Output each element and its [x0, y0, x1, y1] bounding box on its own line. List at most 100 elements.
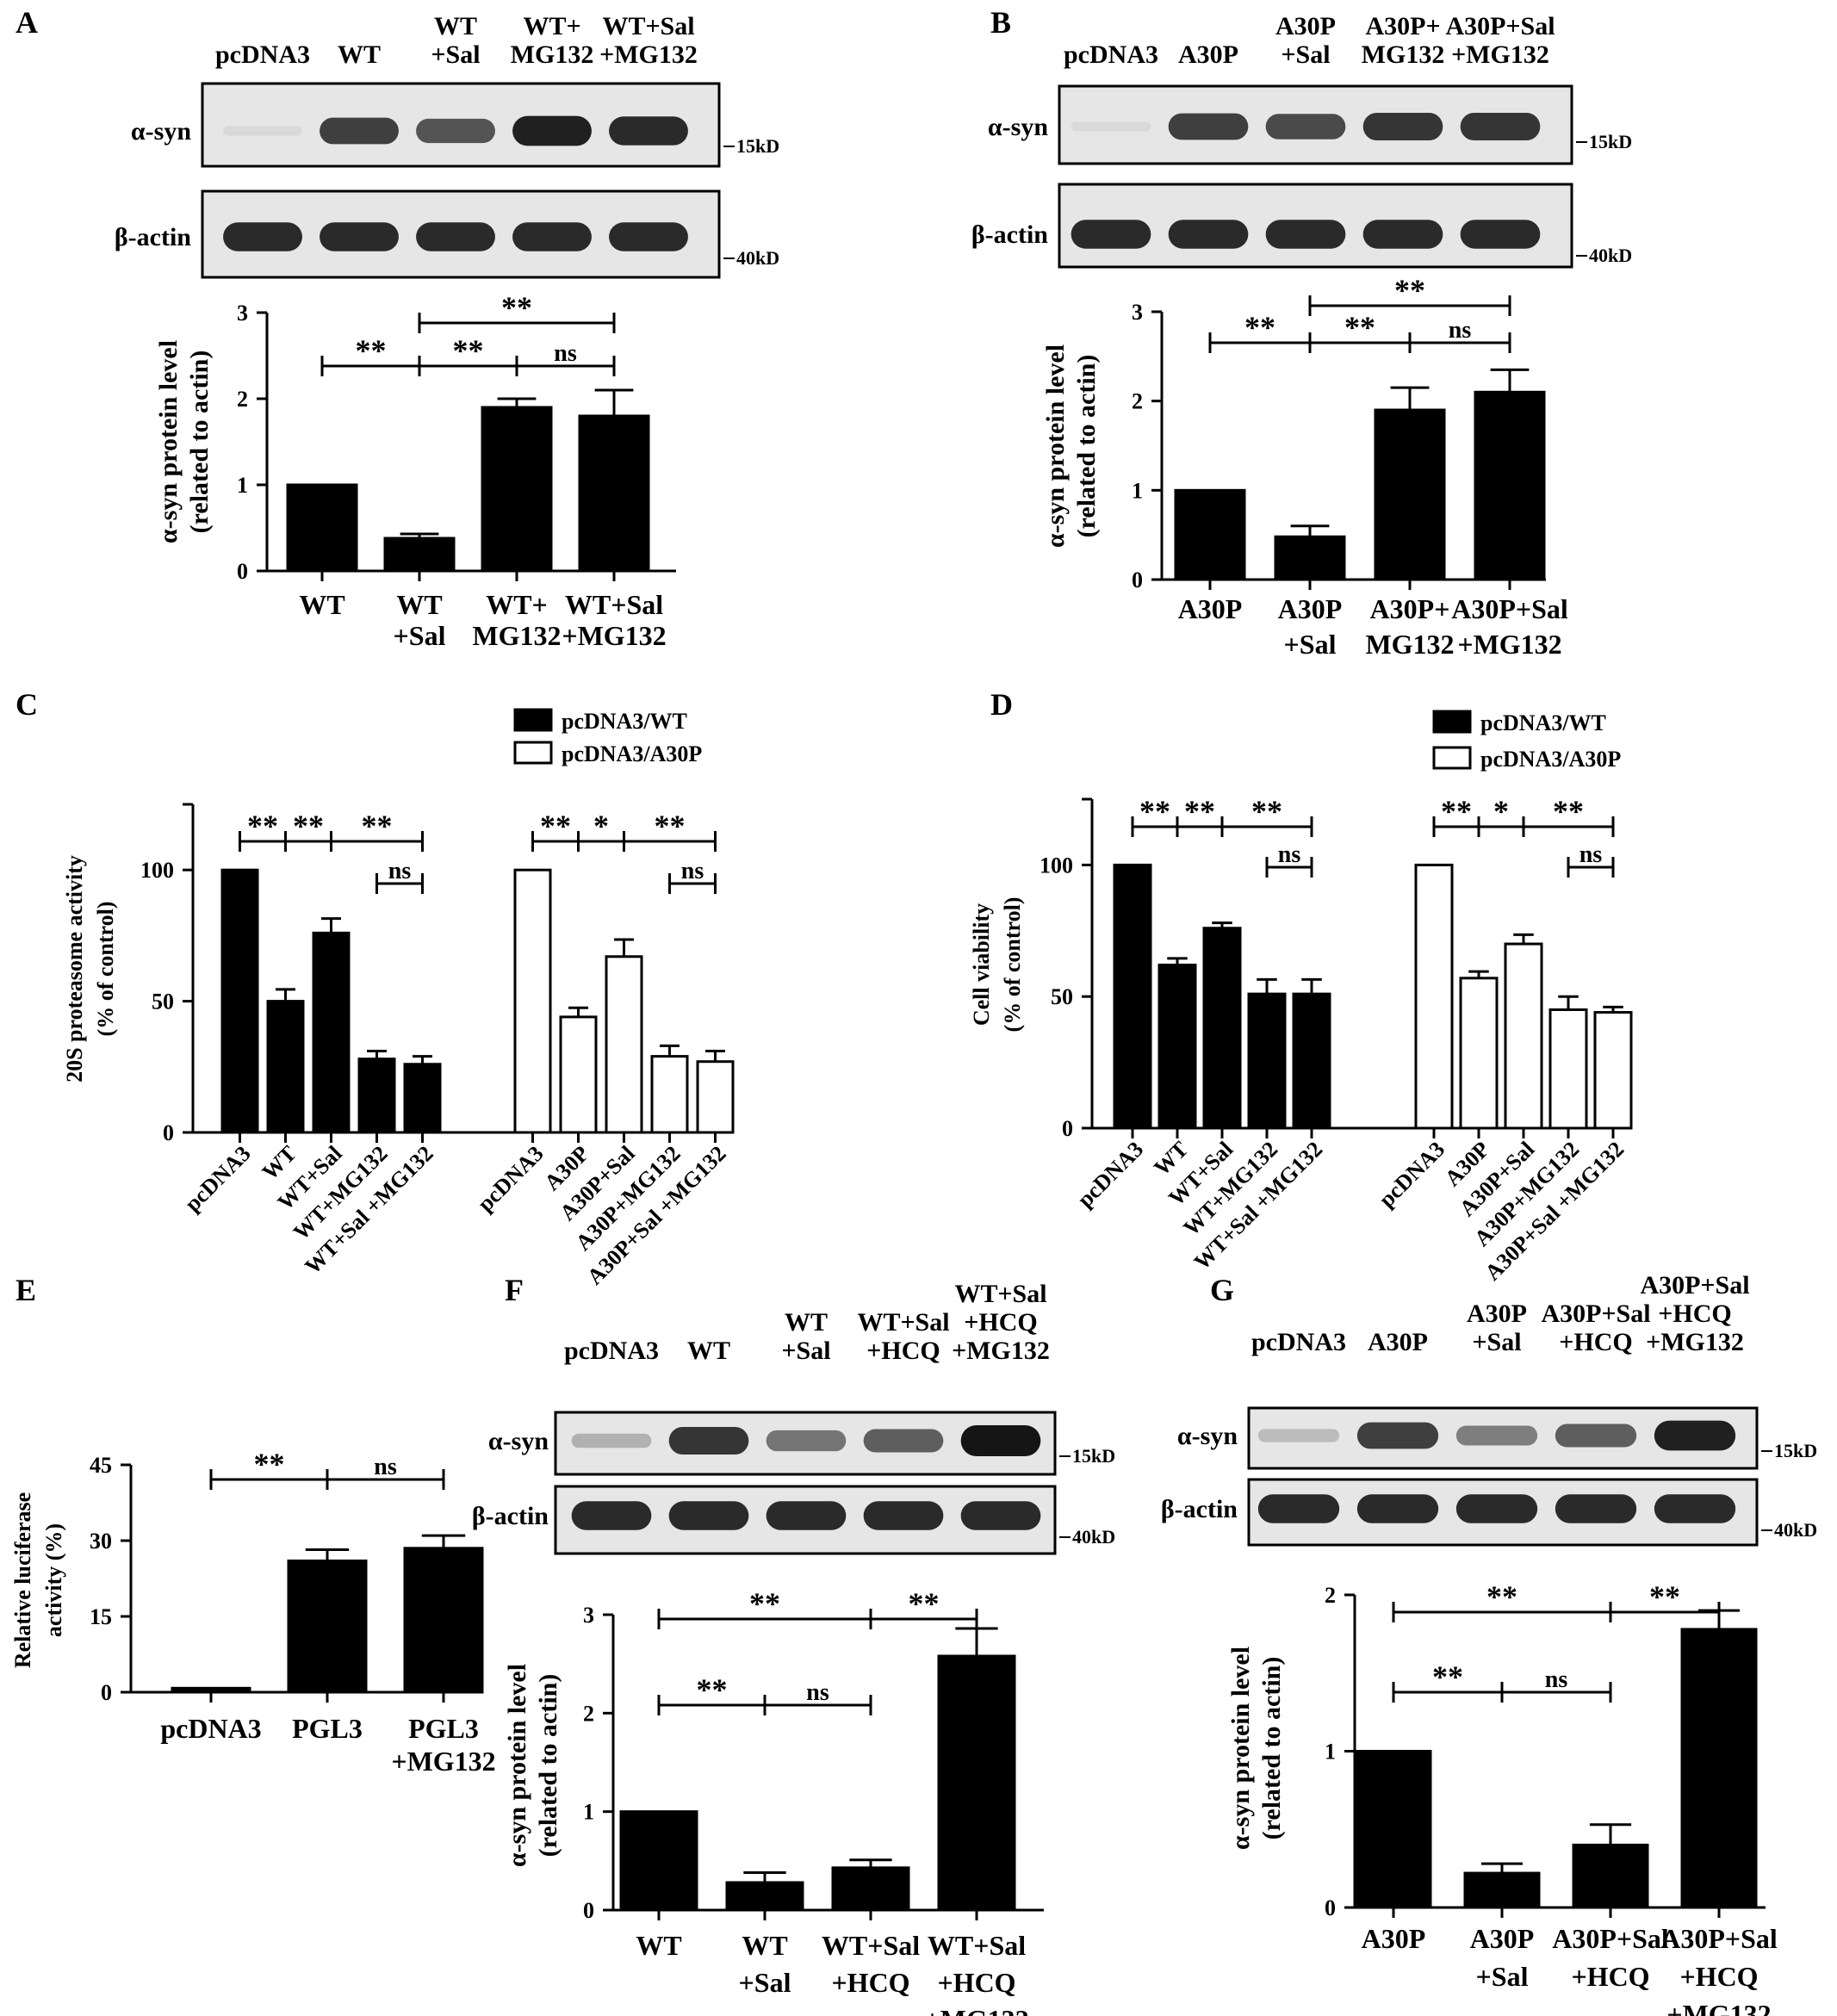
blot-row-label: β-actin [1161, 1495, 1238, 1523]
x-tick-label: +HCQ [831, 1967, 909, 1998]
y-tick-label: 100 [140, 858, 174, 883]
sig-label: ** [909, 1586, 940, 1621]
bar [831, 1866, 910, 1912]
bar [1474, 390, 1546, 581]
sig-label: ** [540, 809, 571, 843]
blot-lane-label: WT+ [523, 12, 580, 40]
bar [266, 1000, 305, 1134]
blot-band [668, 1501, 749, 1530]
x-tick-label: +Sal [1284, 629, 1337, 660]
sig-label: ** [749, 1586, 780, 1621]
y-tick-label: 0 [1062, 1116, 1073, 1141]
y-tick-label: 45 [90, 1453, 112, 1478]
marker-label: 15kD [1774, 1440, 1817, 1461]
blot-band [863, 1501, 944, 1530]
sig-label: ** [1344, 310, 1375, 344]
blot-lane-label: pcDNA3 [1251, 1328, 1346, 1356]
bar [559, 1015, 598, 1134]
blot-lane-label: WT [785, 1308, 828, 1337]
bar [937, 1654, 1016, 1912]
blot-lane-label: pcDNA3 [215, 40, 310, 69]
sig-label: ns [1278, 841, 1301, 868]
y-axis-label: (related to actin) [1072, 355, 1101, 538]
bar [696, 1060, 735, 1134]
blot-lane-label: A30P [1178, 40, 1238, 69]
bar [578, 414, 650, 573]
bar [605, 955, 643, 1134]
sig-label: ** [1553, 794, 1584, 828]
blot-lane-label: +HCQ [964, 1308, 1037, 1337]
sig-label: ** [1649, 1579, 1680, 1614]
y-tick-label: 2 [583, 1701, 594, 1726]
panel-label: B [990, 5, 1011, 40]
x-tick-label: MG132 [472, 620, 561, 651]
legend-swatch [513, 708, 553, 732]
sig-label: * [1493, 794, 1509, 828]
legend-label: pcDNA3/WT [562, 709, 687, 734]
blot-b: pcDNA3 A30PA30P+SalA30P+MG132A30P+Sal+MG1… [971, 12, 1632, 269]
sig-label: ns [554, 340, 577, 367]
sig-label: ns [388, 858, 412, 884]
blot-g: pcDNA3 A30PA30P+SalA30P+Sal+HCQA30P+Sal+H… [1161, 1271, 1817, 1547]
sig-label: ** [362, 809, 393, 843]
blot-lane-label: +HCQ [866, 1337, 940, 1365]
y-tick-label: 2 [1325, 1583, 1336, 1608]
blot-band [766, 1501, 847, 1530]
sig-label: ns [681, 858, 704, 884]
blot-band [223, 222, 302, 251]
blot-band [609, 222, 688, 251]
x-tick-label: +MG132 [1457, 629, 1561, 660]
blot-band [320, 117, 399, 145]
y-tick-label: 50 [1051, 984, 1073, 1009]
marker-label: 40kD [1774, 1519, 1817, 1541]
y-tick-label: 0 [163, 1120, 174, 1145]
y-axis-label: (related to actin) [1257, 1657, 1286, 1840]
bar [171, 1686, 251, 1694]
blot-band [1257, 1429, 1340, 1442]
x-tick-label: WT+Sal [565, 589, 663, 620]
x-tick-label: A30P [1278, 593, 1343, 624]
x-tick-label: +MG132 [391, 1746, 495, 1777]
blot-band [1654, 1420, 1736, 1451]
bar [312, 931, 351, 1134]
bar [1247, 992, 1287, 1130]
y-tick-label: 1 [583, 1800, 594, 1825]
panel-label: F [505, 1273, 524, 1307]
sig-label: ** [1394, 273, 1425, 307]
y-axis-label: 20S proteasome activity [62, 855, 87, 1082]
sig-label: ns [1545, 1666, 1568, 1693]
blot-lane-label: +Sal [431, 40, 480, 69]
panel-label: C [16, 687, 38, 722]
blot-band [863, 1429, 944, 1453]
bar [1274, 535, 1346, 581]
bar-chart-g: 012** ns** **A30P A30P+SalA30P+Sal+HCQA30P+… [1226, 1579, 1778, 2016]
sig-label: ** [1432, 1659, 1463, 1694]
y-axis-label: α-syn protein level [154, 340, 183, 543]
x-tick-label: A30P+Sal [1660, 1923, 1778, 1954]
y-axis-label: activity (%) [41, 1523, 66, 1637]
blot-lane-label: WT+Sal [954, 1280, 1046, 1308]
blot-band [1071, 220, 1151, 249]
sig-label: ** [1441, 794, 1472, 828]
panel-label: D [990, 687, 1013, 722]
marker-label: 15kD [736, 135, 779, 157]
bar [513, 868, 552, 1134]
x-tick-label: A30P+Sal [1552, 1923, 1669, 1954]
blot-band [1555, 1494, 1637, 1523]
y-tick-label: 50 [152, 989, 174, 1014]
x-tick-label: WT [396, 589, 442, 620]
y-tick-label: 0 [1132, 568, 1143, 592]
blot-band [571, 1433, 652, 1448]
bar [1504, 942, 1543, 1130]
blot-lane-label: WT [687, 1337, 730, 1365]
legend-label: pcDNA3/A30P [562, 741, 702, 766]
blot-f: pcDNA3 WTWT+SalWT+Sal+HCQWT+Sal+HCQ+MG132… [472, 1280, 1115, 1555]
y-tick-label: 0 [1325, 1895, 1336, 1920]
sig-label: * [593, 809, 609, 843]
x-tick-label: pcDNA3 [1374, 1137, 1449, 1213]
blot-band [1460, 220, 1541, 249]
blot-band [512, 115, 592, 146]
blot-band [1362, 112, 1443, 141]
